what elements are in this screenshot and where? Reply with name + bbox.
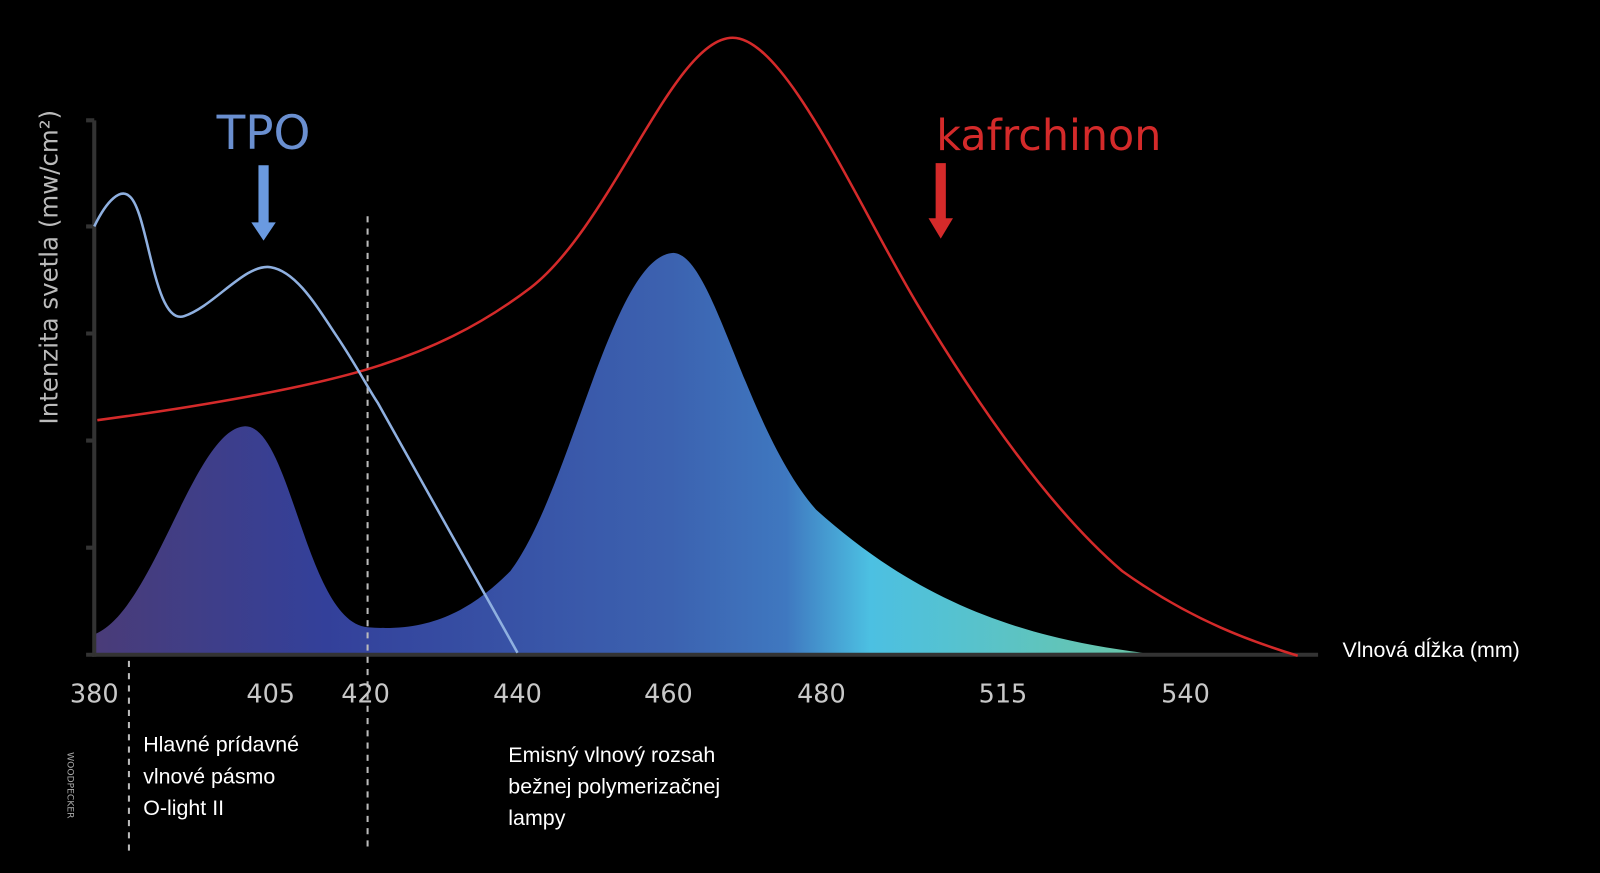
annotation-line: O-light II [143, 796, 224, 820]
camphorquinone-label: kafrchinon [936, 111, 1161, 161]
x-tick-label: 515 [979, 680, 1028, 710]
tpo-label: TPO [216, 106, 311, 161]
annotations: Hlavné prídavné vlnové pásmo O-light II Emi… [143, 733, 720, 830]
x-tick-label: 440 [493, 680, 542, 710]
annotation-line: Emisný vlnový rozsah [508, 743, 715, 767]
x-tick-label: 420 [341, 680, 390, 710]
emission-area [94, 252, 1143, 655]
axes [86, 118, 1319, 657]
tpo-curve [93, 192, 519, 654]
annotation-line: bežnej polymerizačnej [508, 774, 720, 798]
x-axis-label: Vlnová dĺžka (mm) [1343, 637, 1520, 662]
x-tick-label: 405 [246, 680, 295, 710]
band-lines [127, 216, 369, 853]
tpo-arrow [251, 165, 276, 241]
x-ticks: 380 405 420 440 460 480 515 540 [70, 680, 1210, 710]
x-tick-label: 380 [70, 680, 119, 710]
x-tick-label: 460 [644, 680, 693, 710]
annotation-line: Hlavné prídavné [143, 733, 299, 757]
x-tick-label: 540 [1161, 680, 1210, 710]
annotation-line: lampy [508, 806, 565, 830]
camphorquinone-curve [97, 36, 1299, 657]
y-axis-label: Intenzita svetla (mw/cm²) [35, 110, 64, 425]
x-tick-label: 480 [797, 680, 846, 710]
logo: WOODPECKER [65, 752, 76, 819]
annotation-line: vlnové pásmo [143, 764, 275, 788]
camphorquinone-arrow [928, 163, 953, 239]
